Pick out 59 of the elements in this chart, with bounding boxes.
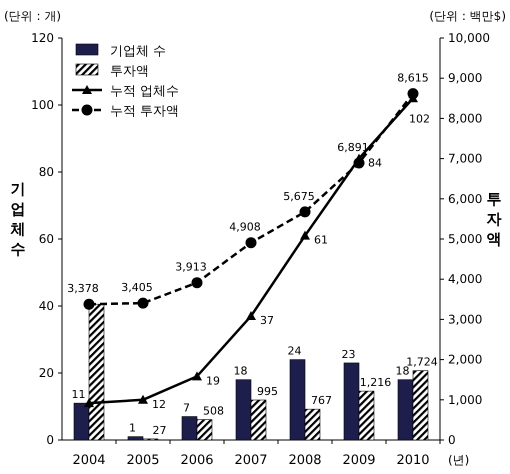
y2-tick-label: 8,000 — [448, 111, 482, 126]
data-label: 3,378 — [67, 282, 99, 296]
y-tick-label: 120 — [31, 31, 54, 45]
x-tick-label: 2006 — [180, 453, 214, 468]
data-label: 995 — [257, 385, 278, 398]
y-tick-label: 0 — [46, 433, 54, 447]
x-tick-label: 2010 — [396, 453, 430, 468]
data-label: 508 — [203, 404, 224, 418]
x-tick-label: 2004 — [72, 453, 106, 468]
data-label: 19 — [206, 374, 220, 388]
y2-tick-label: 1,000 — [448, 392, 482, 407]
legend-label: 누적 업체수 — [110, 84, 180, 99]
text: (년) — [448, 453, 470, 467]
y2-tick-label: 0 — [448, 433, 456, 447]
data-label: 102 — [409, 112, 430, 126]
y-axis-title: 기업체수 — [10, 180, 26, 258]
data-label: 18 — [396, 364, 410, 378]
data-label: 27 — [152, 424, 166, 437]
data-label: 84 — [368, 156, 382, 170]
y2-tick-label: 5,000 — [448, 232, 482, 246]
y2-axis-title: 투자액 — [486, 190, 502, 248]
y-tick-label: 40 — [38, 299, 54, 313]
x-tick-label: 2009 — [342, 453, 376, 468]
y2-tick-label: 7,000 — [448, 152, 482, 166]
y2-tick-label: 10,000 — [448, 31, 490, 45]
data-label: 37 — [260, 314, 274, 328]
data-label: 8,615 — [397, 72, 429, 85]
data-label: 767 — [311, 394, 332, 408]
data-label: 1,216 — [360, 376, 392, 390]
data-label: 1 — [129, 422, 136, 435]
x-tick-label: 2007 — [234, 453, 268, 468]
legend-label: 투자액 — [110, 64, 149, 79]
data-label: 3,913 — [175, 260, 207, 274]
data-label: 6,891 — [337, 140, 369, 154]
data-label: 23 — [342, 348, 356, 361]
y2-tick-label: 6,000 — [448, 192, 482, 206]
x-tick-label: 2008 — [288, 453, 322, 468]
data-label: 61 — [314, 234, 328, 247]
data-label: 11 — [72, 388, 86, 402]
x-tick-label: 2005 — [126, 453, 160, 468]
data-label: 24 — [288, 344, 302, 358]
legend-label: 누적 투자액 — [110, 104, 180, 119]
y-tick-label: 60 — [38, 232, 54, 246]
y2-tick-label: 2,000 — [448, 352, 482, 367]
text: (단위 : 개) — [4, 9, 62, 23]
y2-tick-label: 4,000 — [448, 272, 482, 286]
data-label: 18 — [234, 364, 248, 378]
legend-label: 기업체 수 — [110, 44, 166, 59]
data-label: 4,908 — [229, 220, 261, 234]
y2-tick-label: 9,000 — [448, 71, 482, 86]
data-label: 5,675 — [283, 190, 315, 203]
text: (단위 : 백만$) — [429, 9, 506, 23]
y-tick-label: 20 — [38, 366, 54, 380]
y-tick-label: 80 — [38, 165, 54, 179]
y2-tick-label: 3,000 — [448, 312, 482, 326]
y-tick-label: 100 — [31, 98, 54, 112]
data-label: 3,405 — [121, 281, 153, 294]
data-label: 12 — [152, 398, 166, 411]
data-label: 7 — [183, 402, 190, 415]
